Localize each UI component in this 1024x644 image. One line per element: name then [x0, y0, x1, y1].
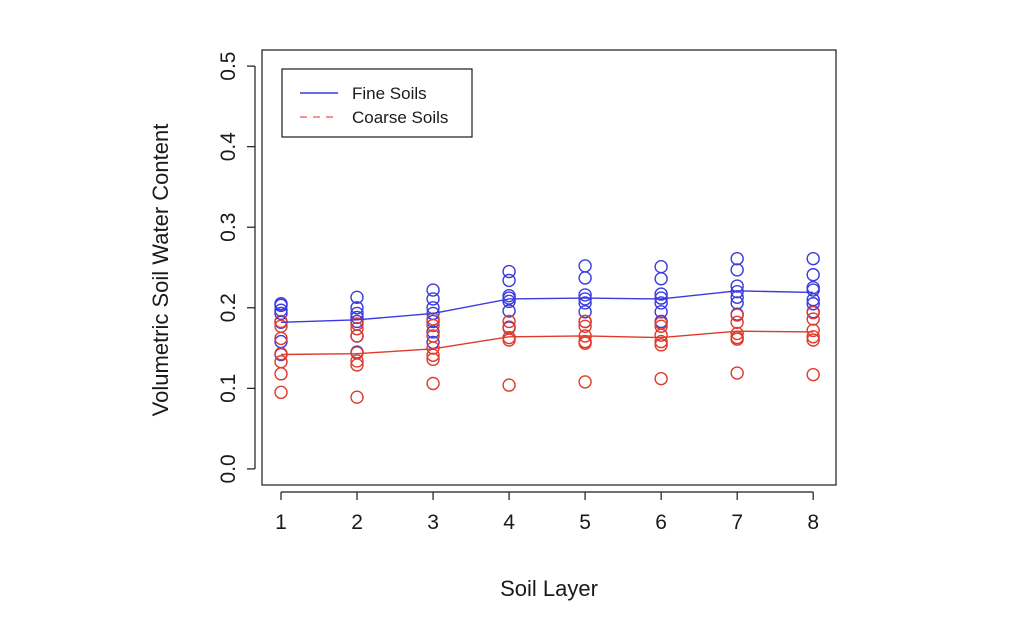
- data-point-fine: [426, 292, 440, 306]
- data-point-fine: [654, 305, 668, 319]
- data-point-fine: [578, 292, 592, 306]
- data-point-coarse: [654, 334, 668, 349]
- plot-frame: [261, 49, 837, 486]
- x-tick-label: 6: [655, 511, 667, 534]
- data-point-fine: [730, 263, 744, 277]
- data-point-coarse: [730, 326, 744, 341]
- x-axis-title: Soil Layer: [500, 576, 598, 601]
- data-point-fine: [654, 287, 668, 301]
- data-point-coarse: [654, 371, 668, 386]
- data-point-coarse: [502, 314, 516, 329]
- data-point-fine: [502, 264, 516, 279]
- data-point-coarse: [806, 367, 820, 382]
- data-point-coarse: [426, 318, 440, 333]
- x-tick-label: 4: [503, 511, 515, 534]
- data-point-coarse: [654, 328, 668, 342]
- data-point-coarse: [426, 376, 440, 391]
- data-point-fine: [274, 298, 288, 313]
- data-point-coarse: [426, 352, 440, 367]
- y-tick-label: 0.1: [217, 374, 240, 403]
- data-point-fine: [730, 279, 744, 293]
- y-tick-label: 0.3: [217, 213, 240, 242]
- data-point-fine: [730, 251, 744, 266]
- x-tick-label: 8: [807, 511, 819, 534]
- data-point-fine: [502, 304, 516, 318]
- data-point-fine: [350, 290, 364, 305]
- data-point-coarse: [274, 346, 288, 361]
- chart-axes: 1 2 3 4 5 6 7 8 0.0 0.1 0.2 0.3 0.4 0.5: [217, 52, 819, 534]
- data-point-coarse: [806, 330, 820, 344]
- data-point-fine: [578, 296, 592, 310]
- data-point-coarse: [350, 322, 364, 336]
- data-point-coarse: [578, 336, 592, 350]
- x-tick-label: 7: [731, 511, 743, 534]
- legend: Fine Soils Coarse Soils: [281, 68, 473, 138]
- data-point-coarse: [578, 314, 592, 329]
- data-point-fine: [806, 268, 820, 282]
- data-point-coarse: [806, 305, 820, 320]
- data-point-fine: [502, 294, 516, 309]
- data-point-fine: [806, 251, 820, 266]
- y-axis-title: Volumetric Soil Water Content: [148, 124, 173, 417]
- chart-marks: [274, 251, 820, 404]
- series-line-fine: [280, 290, 814, 323]
- data-point-fine: [654, 272, 668, 286]
- data-point-coarse: [806, 323, 820, 338]
- data-point-coarse: [578, 375, 592, 389]
- y-tick-label: 0.5: [217, 52, 240, 81]
- data-point-fine: [426, 283, 440, 297]
- legend-box: [281, 68, 473, 138]
- data-point-coarse: [730, 332, 744, 346]
- legend-label-fine: Fine Soils: [352, 84, 427, 103]
- data-point-coarse: [654, 319, 668, 334]
- data-point-coarse: [806, 333, 820, 347]
- data-point-fine: [578, 288, 592, 302]
- data-point-coarse: [730, 366, 744, 380]
- data-point-coarse: [502, 333, 516, 347]
- x-tick-label: 2: [351, 511, 363, 534]
- data-point-coarse: [730, 315, 744, 329]
- data-point-fine: [806, 283, 820, 297]
- data-point-fine: [426, 325, 440, 339]
- data-point-coarse: [654, 338, 668, 352]
- data-point-coarse: [502, 378, 516, 392]
- data-point-fine: [502, 291, 516, 305]
- data-point-fine: [578, 271, 592, 285]
- data-point-coarse: [806, 312, 820, 326]
- x-tick-label: 5: [579, 511, 591, 534]
- data-point-fine: [806, 297, 820, 311]
- legend-label-coarse: Coarse Soils: [352, 108, 448, 127]
- data-point-coarse: [730, 308, 744, 322]
- data-point-fine: [578, 305, 592, 319]
- y-tick-label: 0.2: [217, 293, 240, 322]
- data-point-coarse: [578, 319, 592, 334]
- data-point-coarse: [274, 367, 288, 381]
- data-point-coarse: [350, 354, 364, 368]
- data-point-coarse: [274, 331, 288, 346]
- y-tick-label: 0.4: [217, 132, 240, 162]
- y-tick-label: 0.0: [217, 454, 240, 483]
- data-point-fine: [274, 306, 288, 321]
- data-point-coarse: [502, 320, 516, 334]
- data-point-coarse: [350, 358, 364, 372]
- data-point-fine: [350, 310, 364, 325]
- series-line-coarse: [280, 330, 814, 356]
- data-point-fine: [654, 296, 668, 310]
- x-tick-label: 1: [275, 511, 287, 534]
- data-point-coarse: [350, 329, 364, 343]
- x-tick-label: 3: [427, 511, 439, 534]
- data-point-fine: [350, 301, 364, 315]
- data-point-coarse: [350, 390, 364, 404]
- data-point-coarse: [274, 385, 288, 400]
- data-point-fine: [502, 273, 516, 288]
